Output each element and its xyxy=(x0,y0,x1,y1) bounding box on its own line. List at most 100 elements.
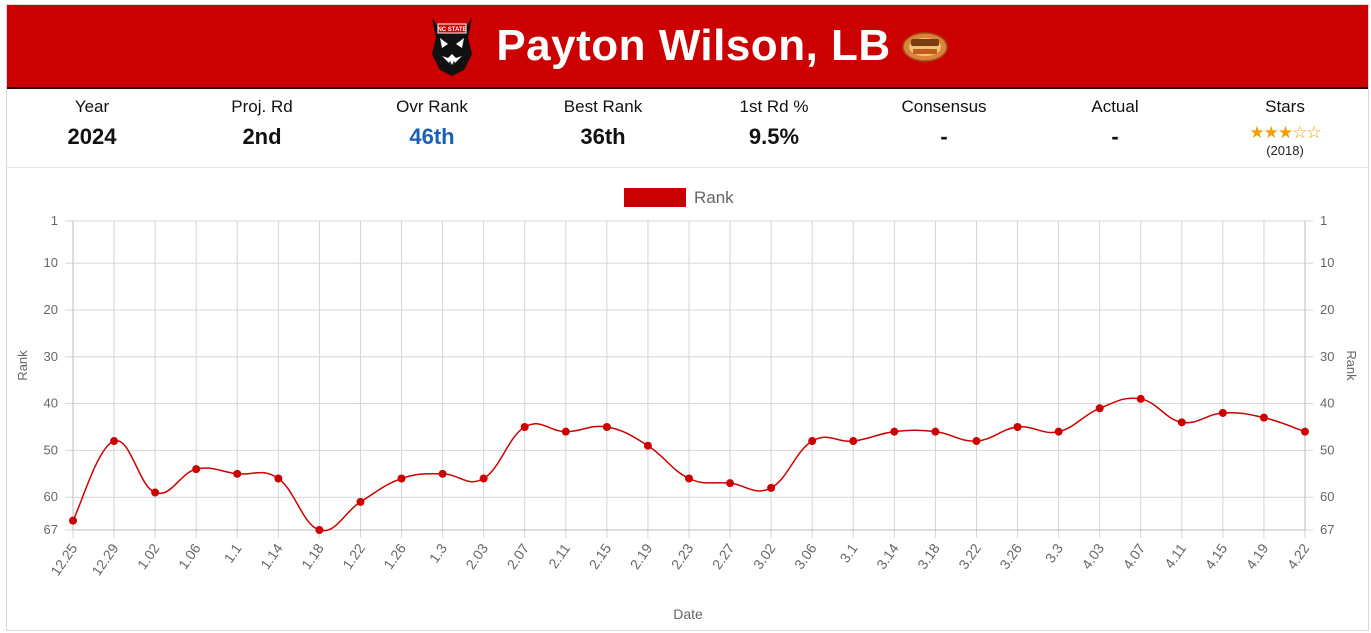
rank-data-point xyxy=(1095,404,1104,413)
x-axis-title: Date xyxy=(673,606,703,622)
stat-label: Consensus xyxy=(901,97,987,116)
stat-overall-rank: Ovr Rank 46th xyxy=(347,97,517,150)
rank-data-point xyxy=(849,437,858,446)
x-tick-label: 3.14 xyxy=(873,540,902,572)
legend-swatch xyxy=(624,188,686,207)
star-rating: ★★★☆☆ xyxy=(1200,123,1370,143)
stats-row: Year 2024 Proj. Rd 2nd Ovr Rank 46th Bes… xyxy=(7,89,1368,168)
stat-value[interactable]: 46th xyxy=(409,124,455,149)
x-tick-label: 1.14 xyxy=(257,540,286,572)
y-tick-label-right: 20 xyxy=(1320,302,1334,317)
x-tick-label: 1.22 xyxy=(339,540,368,572)
svg-text:NC STATE: NC STATE xyxy=(438,27,467,33)
rank-data-point xyxy=(808,437,817,446)
rank-data-point xyxy=(685,474,693,483)
rank-data-point xyxy=(315,526,324,534)
y-tick-label-left: 10 xyxy=(44,255,58,270)
stat-value: 9.5% xyxy=(748,124,800,149)
x-tick-label: 2.23 xyxy=(668,540,697,572)
rank-data-point xyxy=(643,441,652,450)
rank-data-point xyxy=(438,469,447,478)
stat-label: Best Rank xyxy=(563,97,643,116)
stat-label: Year xyxy=(74,97,110,116)
rank-data-point xyxy=(890,427,899,436)
stat-stars: Stars ★★★☆☆ (2018) xyxy=(1200,97,1370,158)
rank-data-point xyxy=(110,437,119,446)
stat-value: 36th xyxy=(580,124,626,149)
y-tick-label-left: 1 xyxy=(51,213,58,228)
rank-data-point xyxy=(767,483,776,492)
y-tick-label-left: 20 xyxy=(44,302,58,317)
x-tick-label: 4.22 xyxy=(1284,540,1313,572)
x-tick-label: 4.11 xyxy=(1161,540,1189,571)
rank-data-point xyxy=(1259,413,1268,422)
x-tick-label: 12.25 xyxy=(47,540,80,578)
star-filled-icon: ★ xyxy=(1249,123,1264,142)
rank-data-point xyxy=(726,479,735,488)
stat-first-round-pct: 1st Rd % 9.5% xyxy=(689,97,859,150)
x-tick-label: 3.06 xyxy=(791,540,820,572)
rank-data-point xyxy=(602,423,611,431)
stat-value: 2024 xyxy=(67,124,117,149)
star-empty-icon: ☆ xyxy=(1306,123,1321,142)
y-tick-label-left: 60 xyxy=(44,489,58,504)
stat-actual: Actual - xyxy=(1030,97,1200,150)
x-tick-label: 1.3 xyxy=(426,540,450,565)
star-filled-icon: ★ xyxy=(1277,123,1293,142)
y-tick-label-left: 30 xyxy=(44,349,58,364)
rank-data-point xyxy=(972,437,981,446)
rank-data-point xyxy=(931,427,940,436)
x-tick-label: 3.26 xyxy=(996,540,1025,572)
x-tick-label: 3.18 xyxy=(914,540,943,572)
rank-data-point xyxy=(520,423,529,431)
rank-data-point xyxy=(151,488,160,497)
rank-data-point xyxy=(69,516,77,525)
rank-data-point xyxy=(561,427,570,436)
x-tick-label: 1.26 xyxy=(380,540,409,572)
star-empty-icon: ☆ xyxy=(1292,123,1307,142)
stat-label: Actual xyxy=(1091,97,1139,116)
x-tick-label: 2.07 xyxy=(503,540,532,572)
y-tick-label-right: 30 xyxy=(1320,349,1334,364)
x-tick-label: 4.19 xyxy=(1243,540,1272,572)
rank-data-point xyxy=(479,474,488,483)
x-tick-label: 1.1 xyxy=(220,540,244,565)
x-tick-label: 4.15 xyxy=(1202,540,1231,572)
x-tick-label: 2.15 xyxy=(586,540,615,572)
y-tick-label-right: 67 xyxy=(1320,522,1334,537)
x-tick-label: 3.3 xyxy=(1042,540,1066,565)
y-tick-label-right: 50 xyxy=(1320,442,1334,457)
x-tick-label: 2.03 xyxy=(462,540,491,572)
stat-label: Ovr Rank xyxy=(396,97,468,116)
stat-consensus: Consensus - xyxy=(859,97,1029,150)
y-axis-title-right: Rank xyxy=(1344,350,1359,381)
rank-data-point xyxy=(1136,394,1145,403)
x-tick-label: 1.02 xyxy=(134,540,163,572)
y-tick-label-right: 60 xyxy=(1320,489,1334,504)
rank-data-point xyxy=(356,497,365,506)
x-tick-label: 3.22 xyxy=(955,540,984,572)
x-tick-label: 3.1 xyxy=(836,540,860,565)
x-tick-label: 2.27 xyxy=(709,540,738,572)
stat-label: Proj. Rd xyxy=(231,97,293,116)
y-axis-title-left: Rank xyxy=(15,350,30,381)
stars-year: (2018) xyxy=(1266,143,1304,158)
wolf-mascot-icon: NC STATE xyxy=(432,18,473,76)
y-tick-label-right: 1 xyxy=(1320,213,1327,228)
y-tick-label-right: 40 xyxy=(1320,396,1334,411)
player-banner: NC STATE Payton Wilson, LB xyxy=(7,5,1368,89)
x-tick-label: 12.29 xyxy=(88,540,121,578)
rank-data-point xyxy=(397,474,406,483)
stat-value: - xyxy=(940,124,948,149)
stat-projected-round: Proj. Rd 2nd xyxy=(177,97,347,150)
x-tick-label: 4.07 xyxy=(1119,540,1148,572)
stat-label: Stars xyxy=(1265,97,1305,116)
stat-best-rank: Best Rank 36th xyxy=(518,97,688,150)
player-card: NC STATE Payton Wilson, LB Year 2024 Pro… xyxy=(6,4,1369,631)
rank-data-point xyxy=(1301,427,1309,436)
rank-data-point xyxy=(1013,423,1022,431)
y-tick-label-right: 10 xyxy=(1320,255,1334,270)
x-tick-label: 1.06 xyxy=(175,540,204,572)
rank-data-point xyxy=(233,469,242,478)
